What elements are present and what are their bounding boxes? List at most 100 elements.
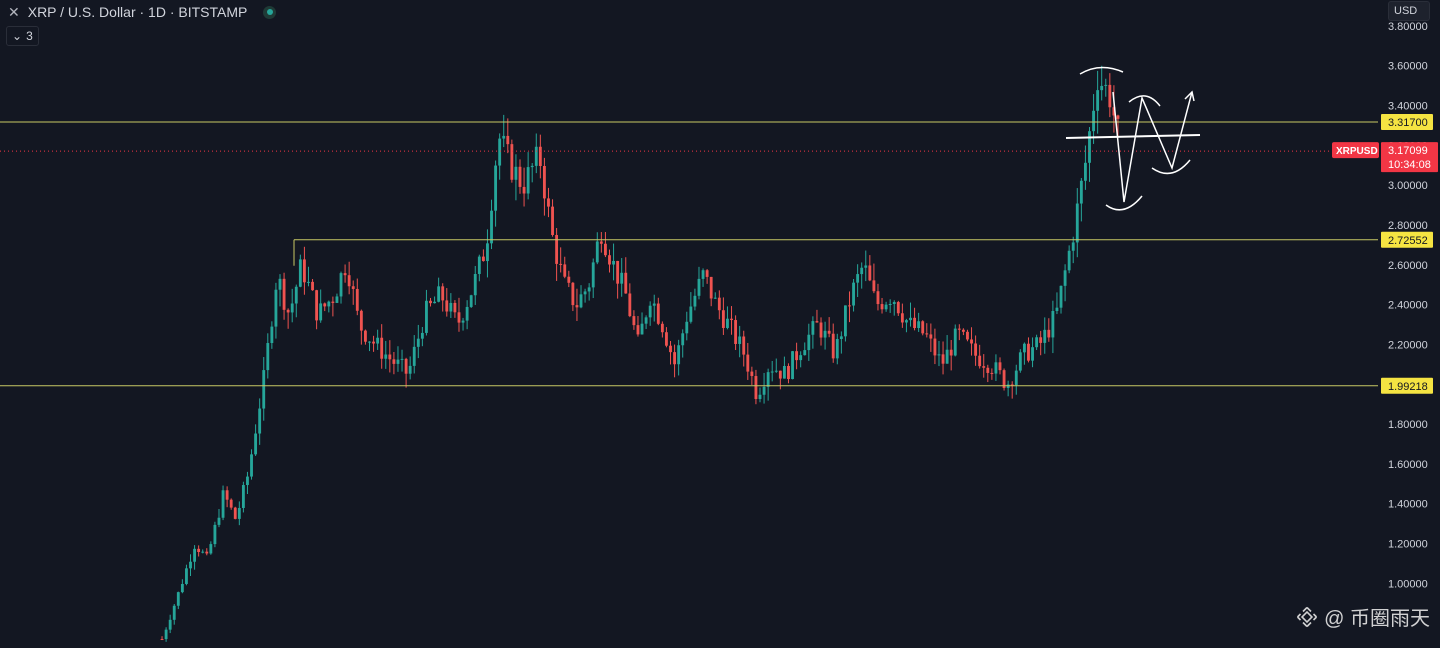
candle-body (494, 165, 498, 211)
candle-body (457, 312, 461, 323)
currency-button[interactable]: USD (1388, 1, 1430, 21)
candle-body (351, 286, 355, 289)
candle-body (734, 320, 738, 344)
candle-body (1100, 85, 1104, 91)
candle-body (831, 333, 835, 359)
candle-body (473, 273, 477, 296)
top-arc (1079, 66, 1124, 75)
bar-countdown-label: 10:34:08 (1388, 159, 1431, 171)
candle-body (449, 302, 453, 312)
candle-body (949, 349, 953, 356)
candle-body (957, 328, 961, 330)
symbol-badge-label: XRPUSD (1336, 146, 1378, 157)
candle-body (953, 328, 957, 356)
candle-body (1104, 84, 1108, 86)
candle-body (331, 301, 335, 303)
candle-body (693, 295, 697, 307)
candle-body (1055, 307, 1059, 311)
candle-body (583, 291, 587, 295)
candle-body (229, 499, 233, 508)
candle-body (925, 333, 929, 335)
level-price-badge (1381, 231, 1433, 248)
candle-body (852, 282, 855, 306)
candle-body (189, 561, 192, 569)
candle-body (876, 291, 880, 305)
candle-body (665, 332, 668, 346)
candle-body (900, 313, 904, 323)
candle-body (518, 166, 522, 187)
candle-body (282, 278, 286, 310)
indicator-count: 3 (26, 29, 33, 43)
candle-body (778, 370, 782, 379)
level-price-label: 3.31700 (1388, 117, 1428, 129)
candle-body (1035, 337, 1039, 348)
candle-body (750, 371, 754, 377)
candle-body (502, 135, 506, 139)
candle-body (660, 323, 664, 333)
y-tick-label: 1.20000 (1388, 538, 1428, 550)
candle-body (376, 337, 380, 344)
candle-body (1096, 90, 1100, 111)
candle-body (506, 135, 510, 145)
symbol-badge (1332, 142, 1379, 159)
candle-body (262, 370, 266, 409)
candle-body (563, 264, 567, 277)
bottom-arc (1105, 195, 1143, 211)
candle-body (823, 330, 827, 338)
candle-body (197, 548, 201, 553)
candle-body (864, 265, 868, 268)
candle-body (579, 294, 583, 308)
candle-body (1018, 352, 1022, 371)
candle-body (315, 290, 319, 321)
candle-body (323, 303, 327, 307)
candle-body (982, 366, 986, 368)
candle-body (205, 551, 209, 554)
y-tick-label: 3.80000 (1388, 21, 1428, 33)
candle-body (530, 165, 534, 168)
candle-body (656, 303, 660, 324)
y-tick-label: 2.40000 (1388, 300, 1428, 312)
candle-body (477, 256, 481, 274)
candle-body (599, 241, 603, 244)
candle-body (364, 330, 367, 342)
candle-body (998, 362, 1002, 371)
y-tick-label: 3.00000 (1388, 180, 1428, 192)
candle-body (193, 548, 196, 562)
candle-body (1043, 329, 1047, 343)
candle-body (701, 270, 705, 279)
candle-body (339, 273, 343, 297)
candle-body (538, 146, 542, 167)
candle-body (1031, 347, 1034, 361)
candle-body (233, 507, 237, 519)
candle-body (1027, 343, 1030, 361)
candle-body (1092, 110, 1095, 132)
price-axis[interactable]: 1.000001.200001.400001.600001.800002.000… (1388, 21, 1428, 590)
candle-body (632, 316, 636, 326)
candle-body (185, 568, 188, 584)
candle-body (359, 310, 363, 331)
candle-body (807, 334, 811, 351)
candle-body (803, 350, 807, 356)
candle-body (404, 358, 408, 374)
y-tick-label: 3.60000 (1388, 61, 1428, 73)
candle-body (469, 295, 473, 307)
candle-body (1059, 285, 1063, 308)
candle-body (311, 281, 314, 291)
symbol-title[interactable]: XRP / U.S. Dollar · 1D · BITSTAMP (27, 4, 248, 20)
candle-body (571, 282, 575, 306)
candle-body (677, 345, 681, 365)
candle-body (278, 278, 282, 290)
candle-body (640, 323, 644, 335)
candle-body (884, 304, 888, 310)
candle-body (819, 322, 823, 338)
candle-body (652, 303, 656, 306)
close-x-icon[interactable]: ✕ (8, 3, 20, 20)
candle-body (811, 321, 815, 335)
watermark: @ 币圈雨天 (1296, 602, 1430, 631)
indicators-toggle-button[interactable]: ⌄ 3 (6, 26, 39, 46)
candle-body (551, 206, 554, 235)
candle-body (941, 354, 945, 364)
candle-body (673, 352, 676, 365)
